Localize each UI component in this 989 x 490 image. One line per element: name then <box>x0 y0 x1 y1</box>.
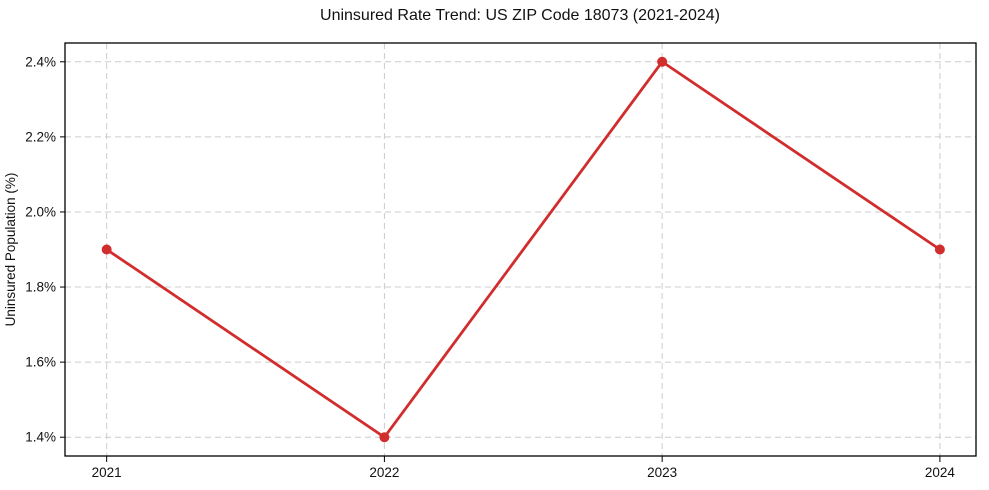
axis-tick-labels: 1.4% 1.6% 1.8% 2.0% 2.2% 2.4% 2021 2022 2023 2024 <box>25 54 955 480</box>
data-point-marker <box>934 244 945 255</box>
x-tick-label: 2022 <box>369 465 399 480</box>
axis-ticks <box>60 61 941 462</box>
data-point-marker <box>101 244 112 255</box>
y-tick-label: 2.4% <box>25 54 56 69</box>
trend-line <box>105 60 942 439</box>
data-point-marker <box>379 432 390 443</box>
y-tick-label: 2.2% <box>25 129 56 144</box>
x-tick-label: 2023 <box>647 465 677 480</box>
y-tick-label: 2.0% <box>25 204 56 219</box>
plot-border <box>64 42 977 457</box>
gridlines <box>65 43 976 456</box>
y-tick-label: 1.6% <box>25 355 56 370</box>
x-tick-label: 2021 <box>92 465 122 480</box>
y-tick-label: 1.4% <box>25 430 56 445</box>
data-point-marker <box>657 56 668 67</box>
y-tick-label: 1.8% <box>25 280 56 295</box>
chart-title: Uninsured Rate Trend: US ZIP Code 18073 … <box>320 7 720 24</box>
x-tick-label: 2024 <box>925 465 956 480</box>
data-series <box>101 56 945 443</box>
y-axis-label: Uninsured Population (%) <box>3 173 18 327</box>
